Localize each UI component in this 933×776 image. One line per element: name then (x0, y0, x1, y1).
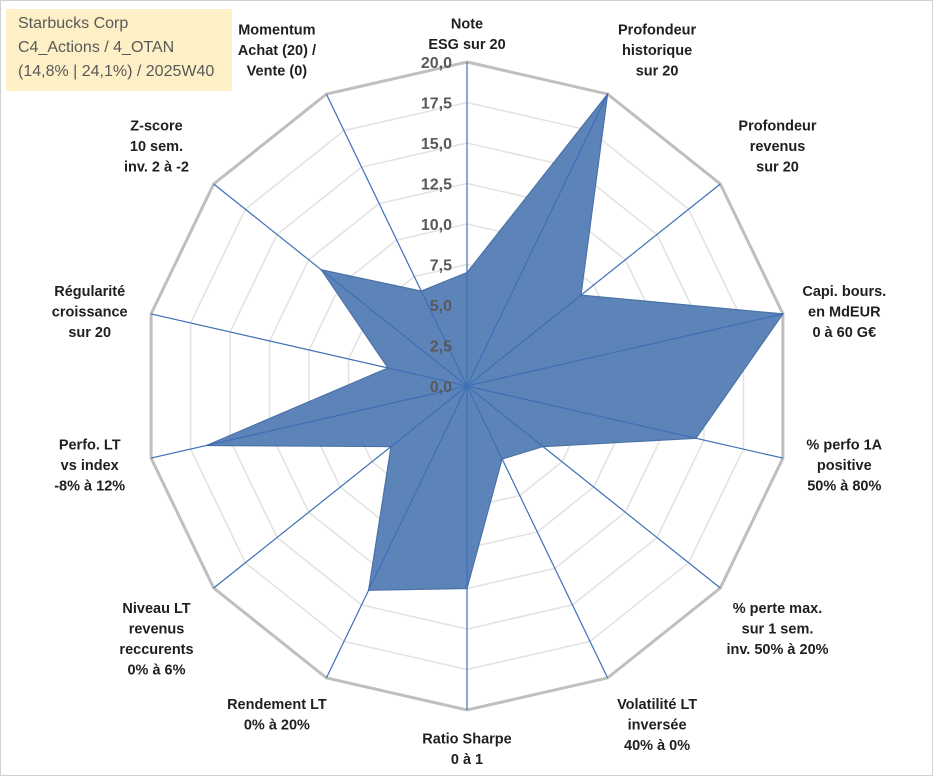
axis-label-line: 10 sem. (130, 139, 183, 155)
radar-chart: 0,0 2,5 5,0 7,5 10,0 12,5 15,0 17,5 20,0 Note ESG… (0, 0, 933, 776)
tick-label: 15,0 (421, 136, 452, 153)
axis-label-11: Perfo. LT vs index -8% à 12% (54, 438, 125, 495)
axis-label-line: inv. 2 à -2 (124, 159, 189, 175)
axis-label-3: Profondeur revenus sur 20 (738, 118, 816, 175)
axis-label-line: Volatilité LT (617, 697, 697, 713)
axis-label-line: positive (817, 458, 872, 474)
tick-label: 2,5 (430, 339, 452, 356)
axis-label-line: revenus (750, 139, 806, 155)
axis-line-13 (214, 184, 467, 386)
axis-label-line: Achat (20) / (238, 43, 316, 59)
axis-label-line: sur 1 sem. (742, 622, 814, 638)
axis-label-14: Momentum Achat (20) / Vente (0) (238, 22, 316, 79)
info-category: C4_Actions / 4_OTAN (18, 36, 220, 60)
axis-label-line: sur 20 (636, 63, 679, 79)
axis-label-line: vs index (61, 458, 119, 474)
tick-label: 20,0 (421, 55, 452, 72)
axis-label-line: Régularité (54, 284, 125, 300)
info-box: Starbucks Corp C4_Actions / 4_OTAN (14,8… (6, 9, 232, 91)
axis-label-line: ESG sur 20 (428, 37, 505, 53)
axis-label-line: Niveau LT (122, 601, 190, 617)
axis-label-line: 40% à 0% (624, 738, 690, 754)
axis-label-line: -8% à 12% (54, 479, 125, 495)
axis-label-line: Profondeur (738, 118, 816, 134)
axis-label-line: Ratio Sharpe (422, 732, 511, 748)
axis-label-line: Perfo. LT (59, 438, 121, 454)
axis-label-line: 0% à 6% (127, 663, 185, 679)
axis-label-line: Note (451, 17, 483, 33)
axis-label-line: Rendement LT (227, 697, 327, 713)
axis-label-line: croissance (52, 304, 128, 320)
tick-label: 7,5 (430, 258, 452, 275)
axis-label-12: Régularité croissance sur 20 (52, 284, 128, 341)
tick-label: 17,5 (421, 96, 452, 113)
axis-label-13: Z-score 10 sem. inv. 2 à -2 (124, 118, 189, 175)
axis-label-line: 0% à 20% (244, 718, 310, 734)
axis-label-line: 0 à 60 G€ (812, 325, 876, 341)
info-stats: (14,8% | 24,1%) / 2025W40 (18, 60, 220, 84)
axis-label-line: Capi. bours. (802, 284, 886, 300)
axis-label-line: 50% à 80% (807, 479, 881, 495)
tick-label: 5,0 (430, 298, 452, 315)
axis-label-line: inv. 50% à 20% (726, 642, 828, 658)
tick-label: 12,5 (421, 177, 452, 194)
axis-label-line: % perfo 1A (806, 438, 882, 454)
axis-label-line: Vente (0) (247, 63, 308, 79)
axis-label-line: en MdEUR (808, 304, 881, 320)
axis-label-line: Z-score (130, 118, 182, 134)
axis-label-line: Profondeur (618, 22, 696, 38)
radar-series (206, 93, 784, 591)
axis-label-6: % perte max. sur 1 sem. inv. 50% à 20% (726, 601, 828, 658)
axis-label-line: inversée (628, 718, 687, 734)
axis-label-line: % perte max. (733, 601, 822, 617)
axis-label-4: Capi. bours. en MdEUR 0 à 60 G€ (802, 284, 886, 341)
axis-label-line: historique (622, 43, 692, 59)
axis-label-line: sur 20 (756, 159, 799, 175)
series-area (206, 94, 783, 590)
axis-label-5: % perfo 1A positive 50% à 80% (806, 438, 882, 495)
axis-label-9: Rendement LT 0% à 20% (227, 697, 327, 734)
axis-label-line: sur 20 (68, 325, 111, 341)
axis-label-line: Momentum (238, 22, 315, 38)
axis-label-line: 0 à 1 (451, 752, 483, 768)
tick-label: 10,0 (421, 217, 452, 234)
axis-label-8: Ratio Sharpe 0 à 1 (422, 732, 511, 769)
info-company: Starbucks Corp (18, 12, 220, 36)
axis-label-10: Niveau LT revenus reccurents 0% à 6% (119, 601, 193, 679)
axis-label-2: Profondeur historique sur 20 (618, 22, 696, 79)
axis-label-line: reccurents (119, 642, 193, 658)
axis-label-1: Note ESG sur 20 (428, 17, 505, 54)
tick-label: 0,0 (430, 379, 452, 396)
axis-label-line: revenus (129, 622, 185, 638)
axis-label-7: Volatilité LT inversée 40% à 0% (617, 697, 697, 754)
